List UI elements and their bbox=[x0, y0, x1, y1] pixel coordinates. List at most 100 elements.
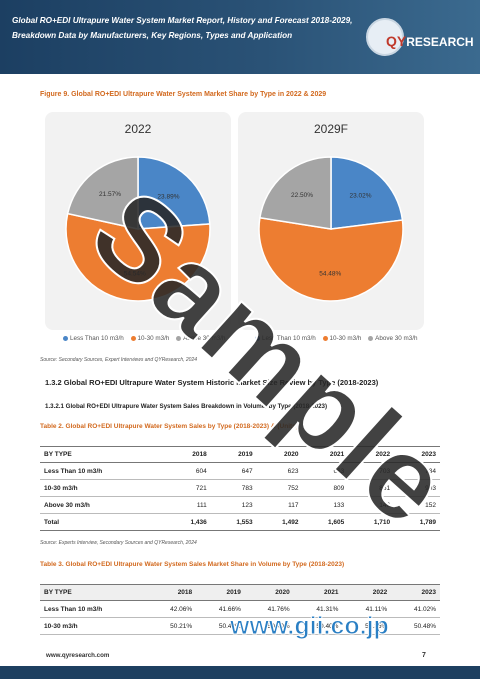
table-cell: 41.76% bbox=[244, 600, 294, 618]
col-header: 2023 bbox=[391, 584, 440, 601]
table-header-row: BY TYPE 2018 2019 2020 2021 2022 2023 bbox=[40, 584, 440, 601]
pie-data-label: 23.89% bbox=[157, 193, 179, 200]
table-cell: 117 bbox=[256, 496, 303, 514]
pie-data-label: 54.54% bbox=[124, 271, 146, 278]
table-cell: 50.40% bbox=[293, 617, 343, 635]
pie-legend-2022: Less Than 10 m3/h 10-30 m3/h Above 30 m3… bbox=[58, 335, 226, 342]
col-header: BY TYPE bbox=[40, 446, 165, 463]
table-cell: 10-30 m3/h bbox=[40, 479, 165, 497]
pie-slice bbox=[259, 156, 332, 230]
pie-data-label: 23.02% bbox=[350, 193, 372, 200]
table-row: Less Than 10 m3/h 604 647 623 663 703 73… bbox=[40, 462, 440, 480]
globe-icon bbox=[366, 18, 404, 56]
legend-swatch bbox=[368, 335, 374, 341]
logo-wordmark: QYRESEARCH bbox=[386, 33, 474, 49]
table2-caption: Table 2. Global RO+EDI Ultrapure Water S… bbox=[40, 423, 298, 430]
table-cell: 41.11% bbox=[342, 600, 392, 618]
pie-card-2029: 2029F 23.02% 54.48% 22.50% bbox=[238, 112, 424, 330]
pie-slice bbox=[330, 156, 404, 230]
table-row: Less Than 10 m3/h 42.06% 41.66% 41.76% 4… bbox=[40, 600, 440, 618]
col-header: BY TYPE bbox=[40, 584, 148, 601]
table-total-row: Total 1,436 1,553 1,492 1,605 1,710 1,78… bbox=[40, 513, 440, 531]
table-cell: 123 bbox=[210, 496, 257, 514]
table-cell: 1,436 bbox=[164, 513, 211, 531]
col-header: 2022 bbox=[348, 446, 395, 463]
pie-data-label: 21.57% bbox=[99, 191, 121, 198]
table-cell: 663 bbox=[302, 462, 349, 480]
table-cell: 41.02% bbox=[391, 600, 440, 618]
table-cell: 623 bbox=[256, 462, 303, 480]
col-header: 2020 bbox=[244, 584, 294, 601]
gii-watermark: www.gii.co.jp bbox=[230, 612, 390, 641]
pie-slice bbox=[258, 216, 404, 302]
legend-swatch bbox=[130, 335, 136, 341]
table-cell: 604 bbox=[164, 462, 211, 480]
legend-label: 10-30 m3/h bbox=[137, 335, 170, 342]
col-header: 2023 bbox=[394, 446, 440, 463]
table-cell: 50.35% bbox=[342, 617, 392, 635]
table-header-row: BY TYPE 2018 2019 2020 2021 2022 2023 bbox=[40, 446, 440, 463]
legend-swatch bbox=[63, 335, 68, 341]
footer-bar bbox=[0, 666, 480, 679]
pie-slice bbox=[65, 212, 211, 302]
table-cell: 783 bbox=[210, 479, 257, 497]
table-cell: 50.21% bbox=[147, 617, 197, 635]
table-row: Above 30 m3/h 111 123 117 133 146 152 bbox=[40, 496, 440, 514]
table2: BY TYPE 2018 2019 2020 2021 2022 2023 Le… bbox=[40, 446, 440, 531]
table-cell: 50.42% bbox=[196, 617, 245, 635]
legend-label: 10-30 m3/h bbox=[329, 335, 362, 342]
legend-label: Less Than 10 m3/h bbox=[70, 335, 124, 342]
table-cell: 146 bbox=[348, 496, 395, 514]
col-header: 2019 bbox=[196, 584, 245, 601]
pie-chart-2022: 23.89% 54.54% 21.57% bbox=[65, 156, 211, 302]
report-title: Global RO+EDI Ultrapure Water System Mar… bbox=[12, 13, 357, 43]
col-header: 2018 bbox=[147, 584, 197, 601]
col-header: 2019 bbox=[210, 446, 257, 463]
col-header: 2018 bbox=[164, 446, 211, 463]
pie-card-2022: 2022 23.89% 54.54% 21.57% bbox=[45, 112, 231, 330]
table-cell: 1,553 bbox=[210, 513, 257, 531]
table-cell: Less Than 10 m3/h bbox=[40, 462, 165, 480]
table-cell: 111 bbox=[164, 496, 211, 514]
pie-chart-2029: 23.02% 54.48% 22.50% bbox=[258, 156, 404, 302]
table-cell: 41.66% bbox=[196, 600, 245, 618]
table-cell: 133 bbox=[302, 496, 349, 514]
table-cell: 721 bbox=[164, 479, 211, 497]
table-cell: 809 bbox=[302, 479, 349, 497]
col-header: 2021 bbox=[293, 584, 343, 601]
footer-url[interactable]: www.qyresearch.com bbox=[46, 652, 110, 659]
legend-label: Above 30 m3/h bbox=[375, 335, 418, 342]
table3: BY TYPE 2018 2019 2020 2021 2022 2023 Le… bbox=[40, 584, 440, 635]
figure-caption: Figure 9. Global RO+EDI Ultrapure Water … bbox=[40, 91, 327, 98]
section-heading: 1.3.2 Global RO+EDI Ultrapure Water Syst… bbox=[45, 378, 379, 387]
col-header: 2022 bbox=[342, 584, 392, 601]
col-header: 2021 bbox=[302, 446, 349, 463]
legend-label: Above 30 m3/h bbox=[183, 335, 226, 342]
table-cell: 10-30 m3/h bbox=[40, 617, 148, 635]
table-cell: 703 bbox=[348, 462, 395, 480]
legend-swatch bbox=[176, 335, 182, 341]
table-row: 10-30 m3/h 50.21% 50.42% 50.40% 50.40% 5… bbox=[40, 617, 440, 635]
table-cell: 1,605 bbox=[302, 513, 349, 531]
table-cell: Total bbox=[40, 513, 165, 531]
table-cell: 1,492 bbox=[256, 513, 303, 531]
table-cell: 734 bbox=[394, 462, 440, 480]
pie-data-label: 54.48% bbox=[319, 271, 341, 278]
report-header: Global RO+EDI Ultrapure Water System Mar… bbox=[0, 0, 480, 74]
pie-title-2022: 2022 bbox=[124, 122, 152, 136]
pie-slice bbox=[66, 156, 139, 230]
table-cell: 903 bbox=[394, 479, 440, 497]
table-cell: Above 30 m3/h bbox=[40, 496, 165, 514]
table-cell: 41.31% bbox=[293, 600, 343, 618]
figure-source: Source: Secondary Sources, Expert Interv… bbox=[40, 357, 198, 363]
page-number: 7 bbox=[422, 652, 426, 659]
table-cell: Less Than 10 m3/h bbox=[40, 600, 148, 618]
report-title-line-2: Breakdown Data by Manufacturers, Key Reg… bbox=[12, 31, 293, 40]
table-cell: 50.48% bbox=[391, 617, 440, 635]
section-subheading: 1.3.2.1 Global RO+EDI Ultrapure Water Sy… bbox=[45, 403, 328, 410]
table-cell: 752 bbox=[256, 479, 303, 497]
pie-data-label: 22.50% bbox=[291, 192, 313, 199]
table-cell: 50.40% bbox=[244, 617, 294, 635]
table-cell: 1,710 bbox=[348, 513, 395, 531]
table-cell: 152 bbox=[394, 496, 440, 514]
